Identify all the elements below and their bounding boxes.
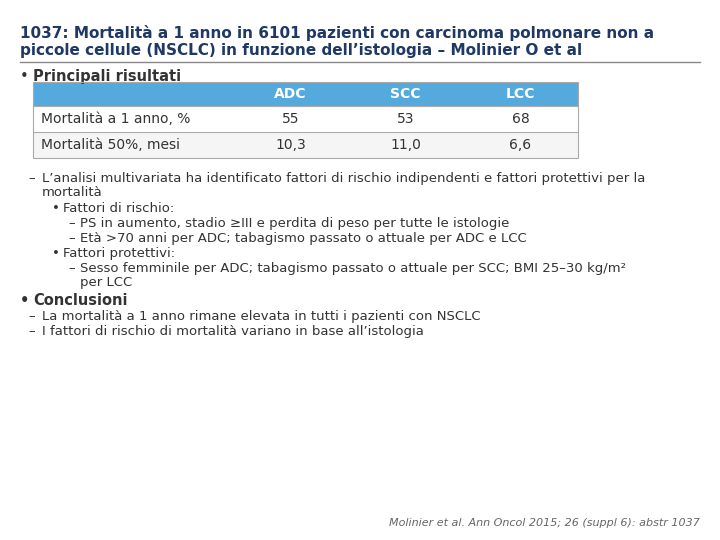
Bar [33,82,578,106]
Text: Principali risultati: Principali risultati [33,69,181,84]
Text: Molinier et al. Ann Oncol 2015; 26 (suppl 6): abstr 1037: Molinier et al. Ann Oncol 2015; 26 (supp… [389,518,700,528]
Text: L’analisi multivariata ha identificato fattori di rischio indipendenti e fattori: L’analisi multivariata ha identificato f… [42,172,645,185]
Text: Mortalità 50%, mesi: Mortalità 50%, mesi [41,138,180,152]
Text: Età >70 anni per ADC; tabagismo passato o attuale per ADC e LCC: Età >70 anni per ADC; tabagismo passato … [80,232,527,245]
Text: Fattori di rischio:: Fattori di rischio: [63,202,174,215]
Text: ADC: ADC [274,87,307,101]
Text: 11,0: 11,0 [390,138,421,152]
Text: SCC: SCC [390,87,420,101]
Text: Sesso femminile per ADC; tabagismo passato o attuale per SCC; BMI 25–30 kg/m²: Sesso femminile per ADC; tabagismo passa… [80,262,626,275]
Bar [33,82,578,158]
Text: per LCC: per LCC [80,276,132,289]
Text: 6,6: 6,6 [510,138,531,152]
Text: –: – [28,310,35,323]
Text: •: • [52,202,60,215]
Text: I fattori di rischio di mortalità variano in base all’istologia: I fattori di rischio di mortalità varian… [42,325,424,338]
Text: Mortalità a 1 anno, %: Mortalità a 1 anno, % [41,112,190,126]
Text: –: – [68,232,75,245]
Bar [33,106,578,132]
Text: Fattori protettivi:: Fattori protettivi: [63,247,175,260]
Text: mortalità: mortalità [42,186,103,199]
Text: –: – [68,217,75,230]
Text: 55: 55 [282,112,300,126]
Bar [33,132,578,158]
Text: La mortalità a 1 anno rimane elevata in tutti i pazienti con NSCLC: La mortalità a 1 anno rimane elevata in … [42,310,481,323]
Text: 53: 53 [397,112,414,126]
Text: piccole cellule (NSCLC) in funzione dell’istologia – Molinier O et al: piccole cellule (NSCLC) in funzione dell… [20,43,582,58]
Text: 10,3: 10,3 [275,138,306,152]
Text: •: • [20,69,29,84]
Text: Conclusioni: Conclusioni [33,293,127,308]
Text: 1037: Mortalità a 1 anno in 6101 pazienti con carcinoma polmonare non a: 1037: Mortalità a 1 anno in 6101 pazient… [20,25,654,41]
Text: –: – [28,172,35,185]
Text: PS in aumento, stadio ≥III e perdita di peso per tutte le istologie: PS in aumento, stadio ≥III e perdita di … [80,217,509,230]
Text: •: • [52,247,60,260]
Text: •: • [20,293,30,308]
Text: –: – [28,325,35,338]
Text: –: – [68,262,75,275]
Text: LCC: LCC [506,87,535,101]
Text: 68: 68 [512,112,529,126]
